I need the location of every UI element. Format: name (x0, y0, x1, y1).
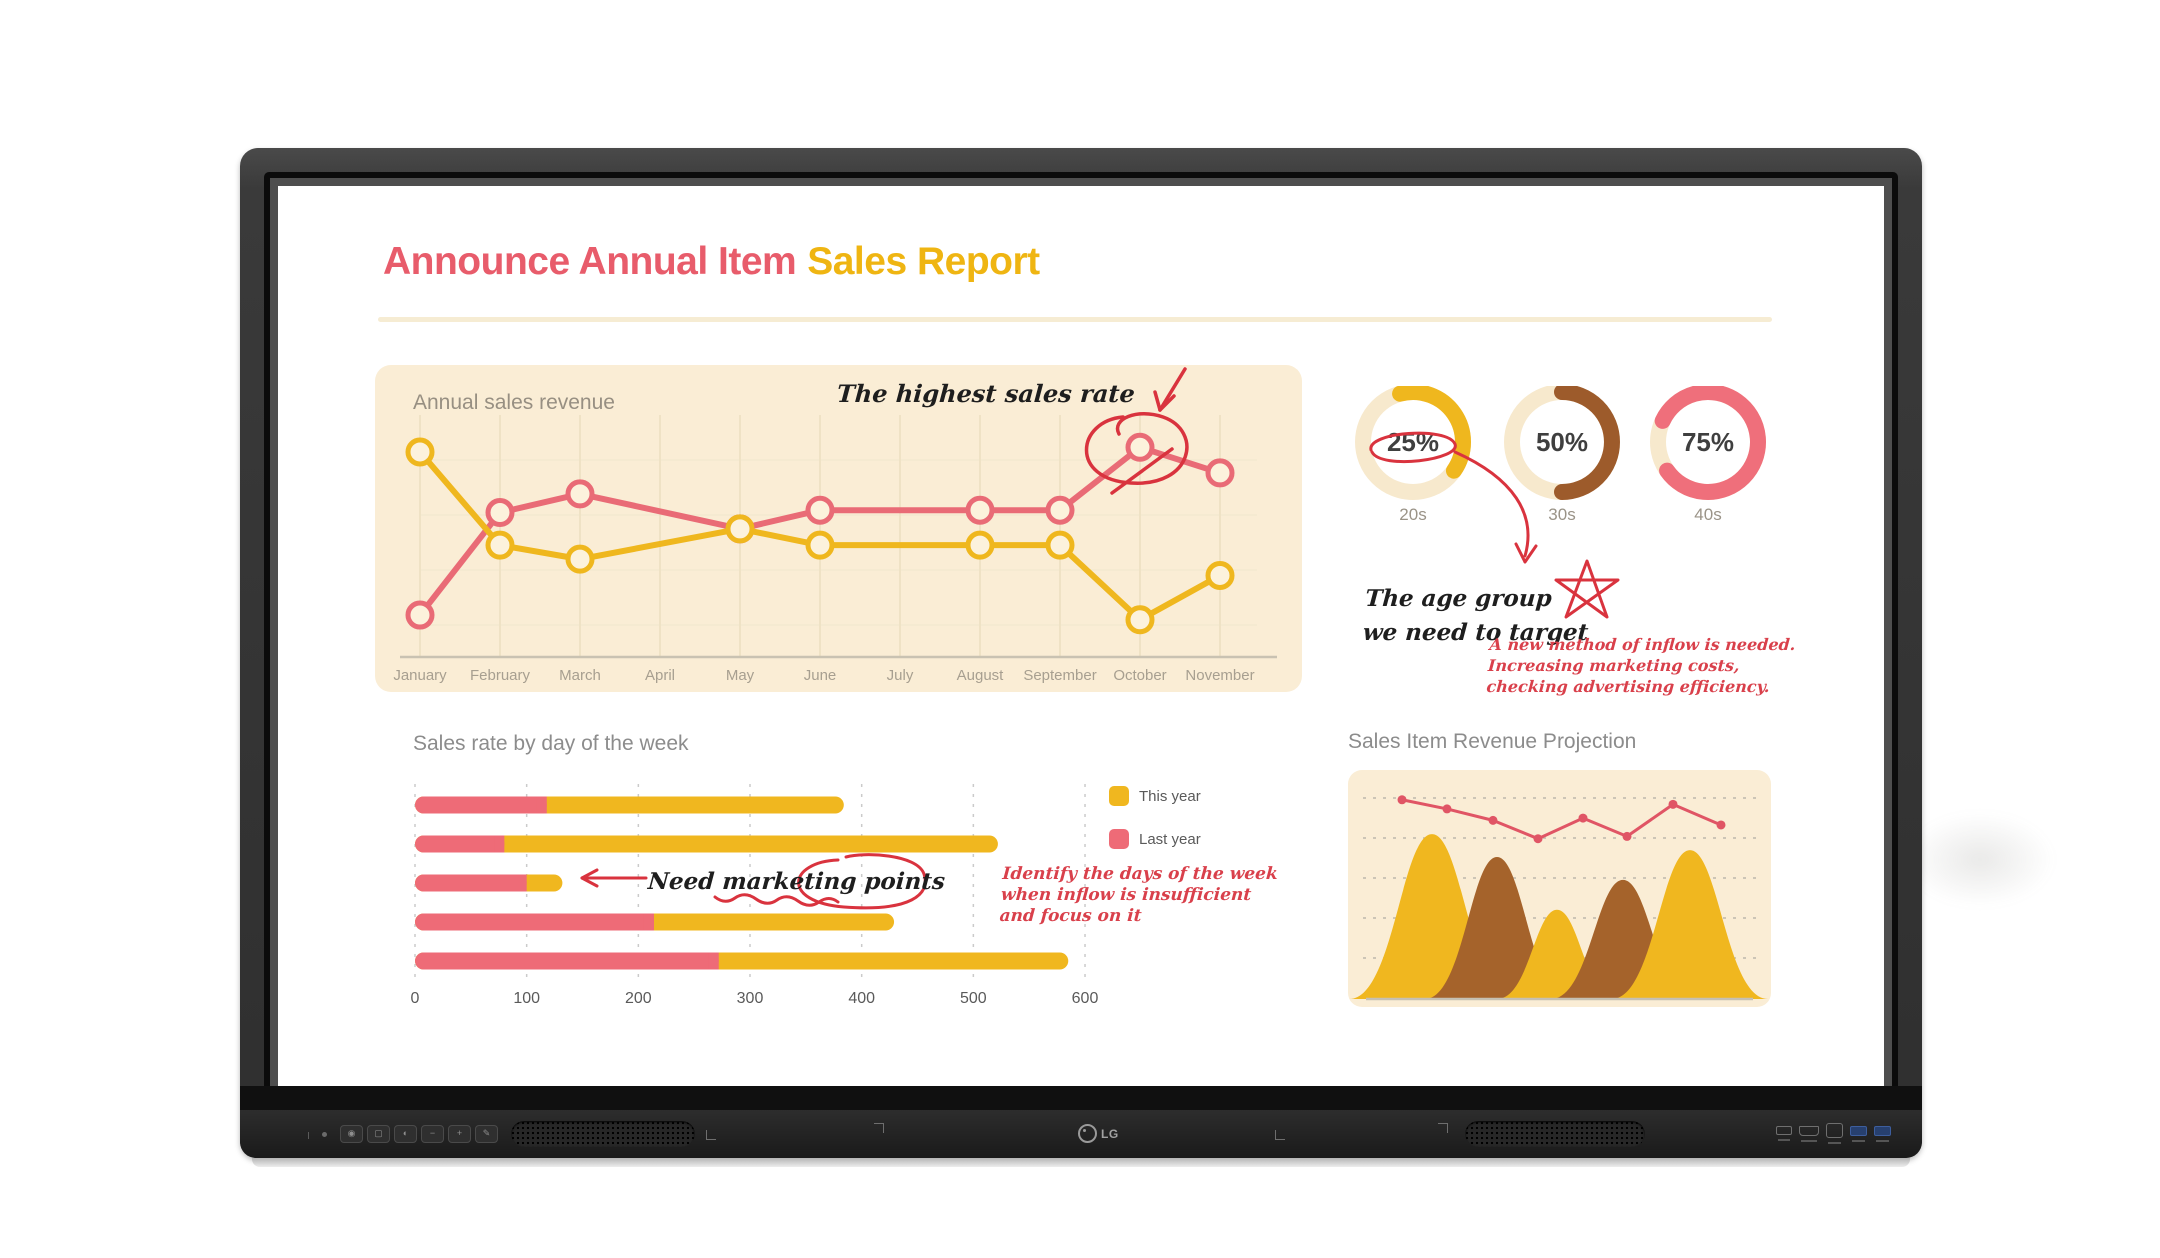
marketing-points-note: Need marketing points (647, 868, 946, 895)
inflow-note-line1: A new method of inflow is needed. (1488, 635, 1797, 654)
speaker-grille-left (511, 1121, 695, 1147)
svg-text:June: June (804, 667, 837, 684)
age-group-donut-charts: 25% 20s 50% 30s 75% 40s (1355, 386, 1766, 524)
svg-text:0: 0 (411, 990, 420, 1007)
hdmi-port-icon (1799, 1125, 1819, 1142)
inflow-note-line2: Increasing marketing costs, (1487, 656, 1741, 675)
ir-sensor (308, 1132, 309, 1139)
lg-display-monitor: Announce Annual Item Sales Report January… (240, 148, 1922, 1167)
svg-text:100: 100 (513, 990, 540, 1007)
svg-text:January: January (393, 667, 447, 684)
brightness-button[interactable]: ◐ (394, 1125, 417, 1143)
weekday-bar-chart: 0 100 200 300 400 500 600 This year Last year (411, 784, 1201, 1007)
speaker-bar: ◉ ▢ ◐ − + ✎ LG (240, 1110, 1922, 1158)
page-title-part2: Sales Report (807, 240, 1040, 283)
alignment-mark (1275, 1130, 1285, 1140)
weekday-chart-title: Sales rate by day of the week (413, 732, 689, 755)
highest-sales-note: The highest sales rate (835, 379, 1136, 408)
usb3-port-icon (1850, 1125, 1867, 1142)
page-title: Announce Annual Item Sales Report (383, 240, 1040, 284)
svg-text:50%: 50% (1536, 427, 1588, 457)
lg-logo: LG (1078, 1124, 1119, 1143)
annual-chart-title: Annual sales revenue (413, 391, 615, 414)
insufficient-note-line2: when inflow is insufficient (1000, 885, 1252, 905)
svg-text:30s: 30s (1548, 505, 1575, 524)
home-button[interactable]: ▢ (367, 1125, 390, 1143)
monitor-bottom-bezel: ◉ ▢ ◐ − + ✎ LG (240, 1086, 1922, 1158)
svg-text:November: November (1185, 667, 1254, 684)
svg-text:July: July (887, 667, 914, 684)
svg-text:May: May (726, 667, 755, 684)
alignment-mark (706, 1130, 716, 1140)
inflow-method-note: A new method of inflow is needed. Increa… (1486, 634, 1796, 697)
svg-text:August: August (957, 667, 1005, 684)
display-screen: Announce Annual Item Sales Report January… (278, 186, 1884, 1086)
svg-text:March: March (559, 667, 601, 684)
power-led (322, 1132, 327, 1137)
bezel-shadow-strip (240, 1086, 1922, 1110)
projection-chart-title: Sales Item Revenue Projection (1348, 730, 1637, 753)
svg-text:October: October (1113, 667, 1166, 684)
insufficient-note-line3: and focus on it (998, 906, 1143, 926)
svg-text:75%: 75% (1682, 427, 1734, 457)
pen-button[interactable]: ✎ (475, 1125, 498, 1143)
touch-port-icon (1826, 1123, 1843, 1144)
background-reflection (1905, 812, 2055, 907)
age-group-note-line1: The age group (1364, 585, 1553, 612)
svg-text:September: September (1023, 667, 1096, 684)
svg-text:200: 200 (625, 990, 652, 1007)
svg-text:600: 600 (1072, 990, 1099, 1007)
svg-text:February: February (470, 667, 531, 684)
svg-text:Last year: Last year (1139, 831, 1201, 848)
alignment-mark (874, 1123, 884, 1133)
svg-text:25%: 25% (1387, 427, 1439, 457)
svg-text:500: 500 (960, 990, 987, 1007)
page-title-part1: Announce Annual Item (383, 240, 797, 283)
projection-panel (1348, 770, 1771, 1007)
volume-down-button[interactable]: − (421, 1125, 444, 1143)
projection-area-chart (1349, 795, 1768, 1001)
annual-sales-panel: January February March April May June July Augu… (375, 365, 1302, 692)
svg-text:300: 300 (737, 990, 764, 1007)
usb3-port-icon (1874, 1125, 1891, 1142)
svg-text:April: April (645, 667, 675, 684)
svg-text:40s: 40s (1694, 505, 1721, 524)
volume-up-button[interactable]: + (448, 1125, 471, 1143)
svg-text:This year: This year (1139, 788, 1201, 805)
power-button[interactable]: ◉ (340, 1125, 363, 1143)
port-cluster (1776, 1123, 1891, 1144)
alignment-mark (1438, 1123, 1448, 1133)
usb-port-icon (1776, 1126, 1792, 1141)
insufficient-note-line1: Identify the days of the week (1001, 864, 1279, 884)
inflow-note-line3: checking advertising efficiency. (1485, 677, 1771, 696)
control-buttons: ◉ ▢ ◐ − + ✎ (340, 1125, 498, 1143)
speaker-grille-right (1465, 1121, 1645, 1147)
title-divider (378, 317, 1772, 322)
lg-logo-text: LG (1101, 1126, 1119, 1141)
lg-logo-icon (1078, 1124, 1097, 1143)
svg-text:400: 400 (848, 990, 875, 1007)
svg-text:20s: 20s (1399, 505, 1426, 524)
insufficient-inflow-note: Identify the days of the week when inflo… (999, 864, 1279, 927)
